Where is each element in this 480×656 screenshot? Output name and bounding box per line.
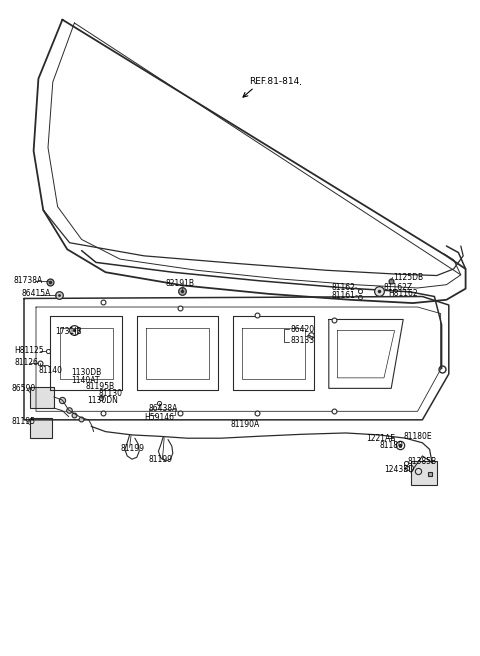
Text: 81126: 81126	[14, 358, 38, 367]
Text: 86420: 86420	[290, 325, 314, 335]
Text: 1130DN: 1130DN	[87, 396, 118, 405]
Text: H81125: H81125	[14, 346, 44, 356]
Text: 81140: 81140	[38, 366, 62, 375]
Text: 1731JB: 1731JB	[55, 327, 82, 337]
Text: 81385B: 81385B	[407, 457, 436, 466]
Text: 1130DB: 1130DB	[71, 368, 101, 377]
Text: 81190A: 81190A	[230, 420, 260, 429]
Text: 81162: 81162	[331, 283, 355, 292]
Text: 81180E: 81180E	[403, 432, 432, 441]
Text: 81162Z: 81162Z	[384, 283, 413, 292]
Polygon shape	[30, 418, 52, 438]
Text: 81199: 81199	[149, 455, 173, 464]
Text: 82191B: 82191B	[166, 279, 194, 288]
Text: 86415A: 86415A	[21, 289, 50, 298]
Text: 1243BD: 1243BD	[384, 464, 414, 474]
Text: 81180: 81180	[379, 441, 403, 450]
Text: 1140AT: 1140AT	[71, 376, 99, 385]
Text: 86590: 86590	[12, 384, 36, 393]
Text: 83133: 83133	[290, 336, 314, 345]
Text: 81199: 81199	[121, 443, 145, 453]
Text: REF.81-814: REF.81-814	[250, 77, 300, 87]
Text: 1125DB: 1125DB	[394, 273, 424, 282]
Text: H81162: H81162	[388, 289, 418, 298]
Text: 81195: 81195	[12, 417, 36, 426]
Text: 81195B: 81195B	[85, 382, 115, 391]
Text: 81161: 81161	[331, 291, 355, 300]
Polygon shape	[30, 387, 54, 408]
Text: 81738A: 81738A	[13, 276, 43, 285]
Text: 1221AE: 1221AE	[366, 434, 395, 443]
Text: H59146: H59146	[144, 413, 174, 422]
Text: 86438A: 86438A	[149, 404, 178, 413]
Text: 81130: 81130	[98, 389, 122, 398]
Polygon shape	[411, 461, 437, 485]
